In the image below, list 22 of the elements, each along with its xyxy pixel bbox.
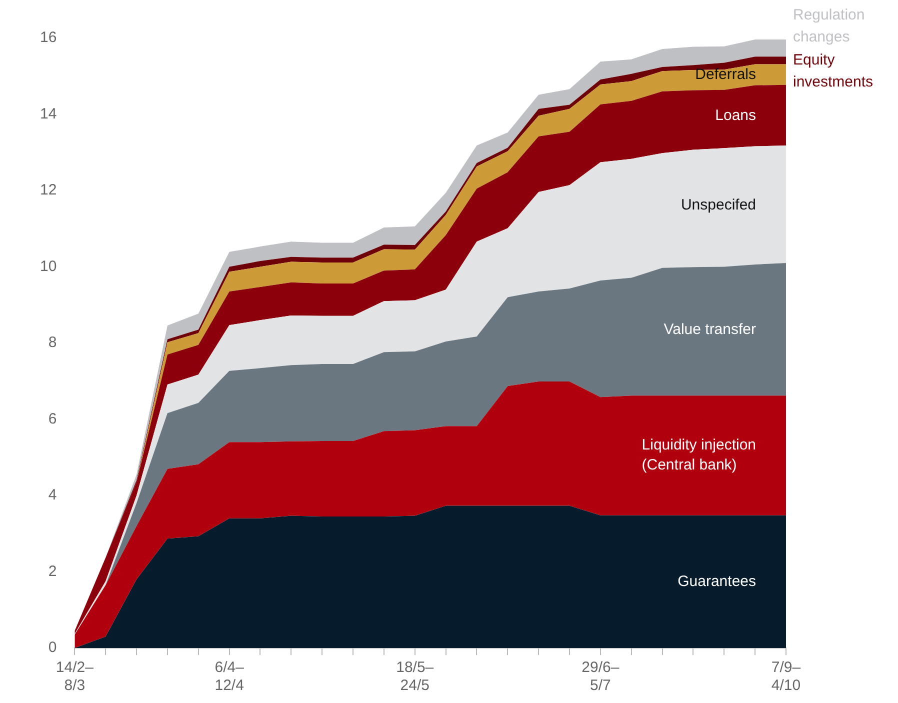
y-tick-label: 6 xyxy=(48,410,57,428)
y-tick-label: 14 xyxy=(40,105,57,122)
x-tick-label: 29/6–5/7 xyxy=(582,659,620,694)
y-tick-label: 8 xyxy=(48,334,57,352)
y-tick-label: 16 xyxy=(40,29,57,46)
y-tick-label: 12 xyxy=(40,182,57,199)
series-label: Value transfer xyxy=(664,321,756,338)
y-tick-label: 0 xyxy=(48,639,57,656)
series-label: Loans xyxy=(715,106,756,124)
y-tick-label: 10 xyxy=(40,258,57,275)
series-label: Regulation changes xyxy=(793,6,865,46)
series-label: Unspecifed xyxy=(680,196,756,214)
y-tick-label: 4 xyxy=(48,486,57,504)
y-tick-label: 2 xyxy=(48,562,57,580)
series-label: Liquidity injection (Central bank) xyxy=(642,436,756,474)
series-label: Equity investments xyxy=(793,52,874,91)
x-tick-label: 18/5–24/5 xyxy=(396,659,434,694)
x-tick-label: 7/9–4/10 xyxy=(771,659,802,694)
series-label: Deferrals xyxy=(695,66,756,83)
x-tick-label: 6/4–12/4 xyxy=(214,659,245,694)
series-label: Guarantees xyxy=(678,572,756,590)
x-tick-label: 14/2–8/3 xyxy=(56,659,94,694)
